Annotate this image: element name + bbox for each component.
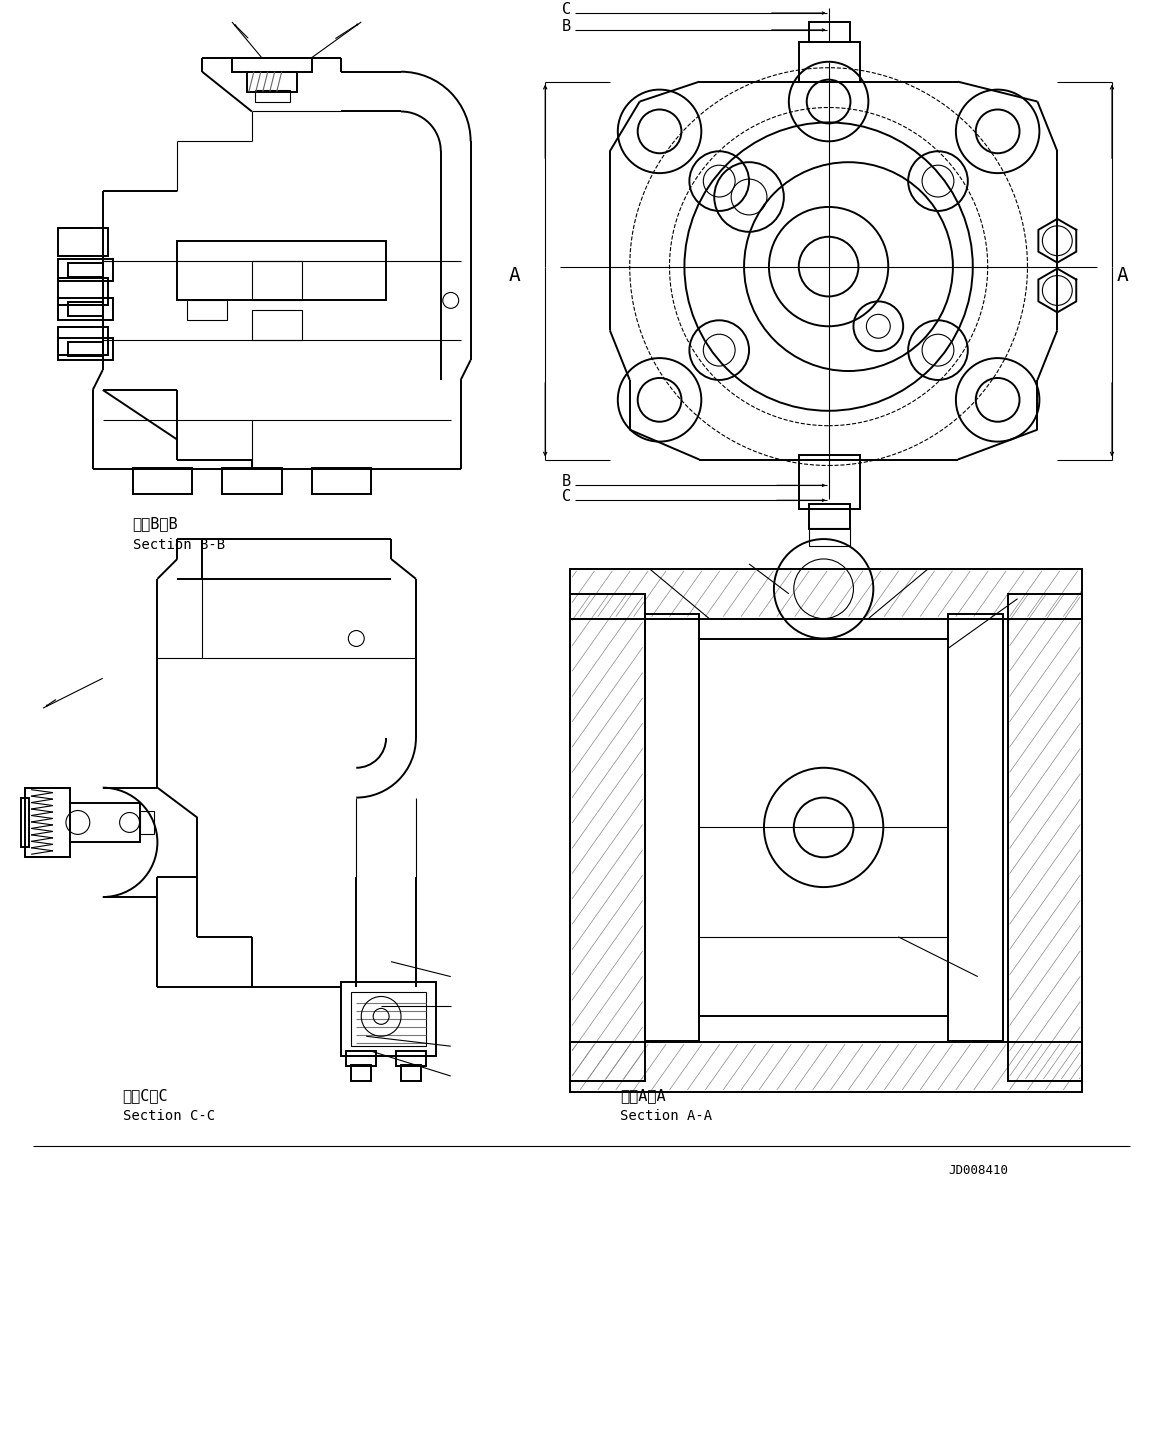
Bar (252, 261, 301, 300)
Bar (397, 1051, 426, 1065)
Bar (699, 638, 948, 1017)
Bar (231, 57, 312, 72)
Text: C: C (562, 489, 571, 505)
Bar (808, 528, 850, 546)
Bar (644, 614, 699, 1041)
Bar (570, 594, 644, 1081)
Bar (58, 338, 113, 360)
Text: 断面C－C: 断面C－C (122, 1088, 169, 1103)
Text: 断面A－A: 断面A－A (620, 1088, 665, 1103)
Text: A: A (508, 267, 520, 285)
Bar (351, 991, 426, 1047)
Bar (58, 228, 108, 255)
Text: B: B (562, 19, 571, 34)
Text: Section A-A: Section A-A (620, 1108, 712, 1123)
Bar (808, 22, 850, 42)
Bar (67, 343, 102, 356)
Bar (133, 469, 192, 495)
Bar (21, 797, 29, 847)
Text: B: B (562, 475, 571, 489)
Bar (312, 469, 371, 495)
Text: Section B-B: Section B-B (133, 538, 224, 552)
Bar (26, 787, 70, 858)
Bar (247, 72, 297, 92)
Bar (808, 505, 850, 529)
Bar (70, 803, 140, 842)
Bar (67, 303, 102, 317)
Bar (1007, 594, 1082, 1081)
Bar (570, 569, 1082, 618)
Bar (58, 298, 113, 320)
Text: 断面B－B: 断面B－B (133, 516, 178, 531)
Text: A: A (1116, 267, 1129, 285)
Bar (187, 300, 227, 320)
Bar (799, 42, 861, 82)
Bar (252, 310, 301, 340)
Text: Section C-C: Section C-C (122, 1108, 215, 1123)
Text: C: C (562, 1, 571, 17)
Bar (570, 1043, 1082, 1091)
Bar (799, 455, 861, 509)
Bar (351, 1065, 371, 1081)
Bar (342, 981, 436, 1055)
Bar (347, 1051, 376, 1065)
Bar (58, 258, 113, 281)
Bar (67, 262, 102, 277)
Bar (140, 810, 155, 835)
Bar (255, 89, 290, 102)
Bar (401, 1065, 421, 1081)
Bar (177, 241, 386, 300)
Bar (58, 278, 108, 305)
Bar (948, 614, 1003, 1041)
Bar (222, 469, 281, 495)
Bar (58, 327, 108, 356)
Text: JD008410: JD008410 (948, 1164, 1008, 1177)
